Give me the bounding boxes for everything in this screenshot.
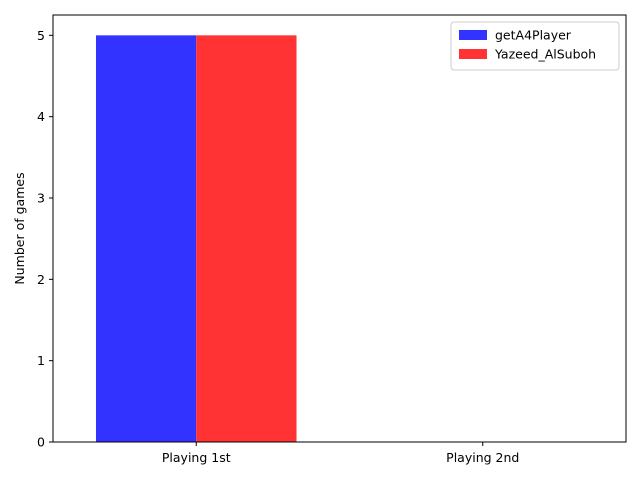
legend-swatch	[459, 49, 487, 59]
y-tick-label: 5	[37, 28, 45, 43]
legend-label: getA4Player	[495, 28, 572, 43]
x-tick-label: Playing 1st	[162, 450, 231, 465]
bar-getA4Player-Playing 1st	[95, 35, 197, 442]
y-tick-label: 1	[37, 353, 45, 368]
x-tick-label: Playing 2nd	[446, 450, 519, 465]
y-axis: 0 1 2 3 4 5	[37, 28, 53, 450]
legend-label: Yazeed_AlSuboh	[494, 47, 596, 62]
y-axis-label: Number of games	[12, 172, 27, 284]
y-tick-label: 4	[37, 109, 45, 124]
legend-swatch	[459, 30, 487, 40]
x-axis: Playing 1st Playing 2nd	[162, 442, 519, 465]
y-tick-label: 3	[37, 191, 45, 206]
bars-group	[95, 35, 297, 442]
legend-frame	[450, 21, 620, 71]
legend: getA4Player Yazeed_AlSuboh	[450, 21, 620, 71]
bar-Yazeed_AlSuboh-Playing 1st	[196, 35, 297, 442]
y-tick-label: 0	[37, 435, 45, 450]
y-tick-label: 2	[37, 272, 45, 287]
plot-frame	[52, 14, 627, 443]
